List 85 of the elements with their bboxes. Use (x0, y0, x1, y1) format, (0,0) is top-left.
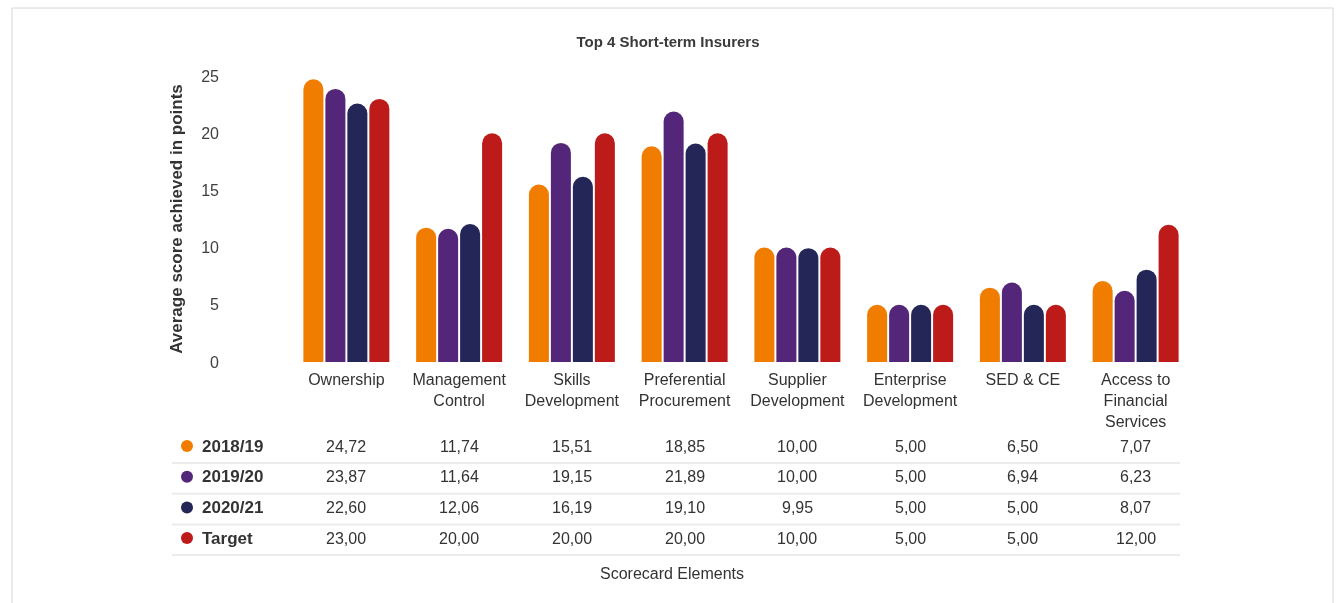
bar (867, 304, 888, 362)
x-tick-label: Skills Development (524, 371, 620, 409)
data-label: 5,00 (895, 438, 927, 455)
bar (889, 304, 910, 362)
x-tick-label: Management Control (412, 371, 507, 409)
data-label: 6,50 (1007, 438, 1039, 455)
data-label: 6,23 (1120, 468, 1152, 485)
y-tick-label: 5 (210, 296, 220, 314)
chart-title: Top 4 Short-term Insurers (576, 33, 760, 51)
bar (663, 111, 684, 362)
bar (798, 248, 819, 362)
bar (1023, 304, 1044, 362)
x-tick-label: Supplier Development (750, 371, 846, 409)
y-tick-label: 20 (201, 124, 220, 142)
data-label: 5,00 (1007, 499, 1039, 516)
legend-label: 2020/21 (202, 498, 264, 517)
bar (1158, 224, 1179, 362)
data-label: 5,00 (1007, 530, 1039, 547)
bar (369, 98, 390, 362)
data-label: 9,95 (782, 499, 814, 516)
data-label: 12,00 (1116, 530, 1157, 547)
x-tick-label: Access to Financial Services (1100, 371, 1171, 430)
data-label: 20,00 (552, 530, 593, 547)
data-label: 11,74 (440, 438, 479, 455)
bar (685, 143, 706, 362)
data-label: 20,00 (439, 530, 480, 547)
data-label: 11,64 (440, 468, 479, 485)
bar (416, 227, 437, 362)
bar (528, 184, 549, 362)
bar (776, 247, 797, 362)
data-label: 24,72 (326, 438, 367, 455)
bar (303, 79, 324, 362)
legend-label: Target (202, 529, 254, 548)
y-tick-label: 0 (210, 353, 220, 371)
y-tick-label: 25 (201, 67, 220, 85)
y-tick-label: 10 (201, 239, 220, 257)
text: Scorecard Elements (600, 565, 745, 582)
data-label: 18,85 (665, 438, 706, 455)
data-label: 20,00 (665, 530, 706, 547)
bar (1092, 281, 1113, 362)
data-label: 5,00 (895, 499, 927, 516)
data-label: 5,00 (895, 468, 927, 485)
x-tick-label: Ownership (308, 371, 385, 388)
bar (641, 146, 662, 362)
bar (707, 133, 728, 362)
bar (1136, 269, 1157, 362)
bar (979, 287, 1000, 362)
y-tick-label: 15 (201, 182, 220, 199)
data-label: 12,06 (439, 499, 480, 516)
x-tick-label: SED & CE (985, 371, 1061, 388)
data-label: 15,51 (552, 438, 593, 455)
x-tick-label: Enterprise Development (862, 371, 958, 409)
bar (1001, 282, 1022, 362)
bar (438, 228, 459, 362)
data-label: 22,60 (326, 499, 367, 516)
data-label: 5,00 (895, 530, 927, 547)
bar (550, 142, 571, 362)
data-label: 19,15 (552, 468, 593, 485)
data-label: 19,10 (665, 499, 706, 516)
bar (460, 224, 481, 362)
legend-label: 2018/19 (202, 437, 264, 456)
bar (482, 133, 503, 362)
x-tick-label: Preferential Procurement (638, 371, 731, 409)
data-label: 10,00 (777, 530, 818, 547)
data-label: 23,00 (326, 530, 367, 547)
bar (1114, 290, 1135, 362)
data-label: 21,89 (665, 468, 706, 485)
data-label: 7,07 (1120, 438, 1152, 455)
bar (911, 304, 932, 362)
data-label: 8,07 (1120, 499, 1152, 516)
data-label: 23,87 (326, 468, 367, 485)
bar (347, 103, 368, 362)
data-label: 10,00 (777, 468, 818, 485)
bar (594, 133, 615, 362)
bar (933, 304, 954, 362)
y-axis-title: Average score achieved in points (166, 84, 186, 354)
data-label: 16,19 (552, 499, 593, 516)
bar (820, 247, 841, 362)
data-label: 6,94 (1007, 468, 1039, 485)
bar (572, 176, 593, 362)
bar (754, 247, 775, 362)
data-label: 10,00 (777, 438, 818, 455)
legend-label: 2019/20 (202, 467, 264, 486)
bar (325, 88, 346, 362)
bar (1045, 304, 1066, 362)
